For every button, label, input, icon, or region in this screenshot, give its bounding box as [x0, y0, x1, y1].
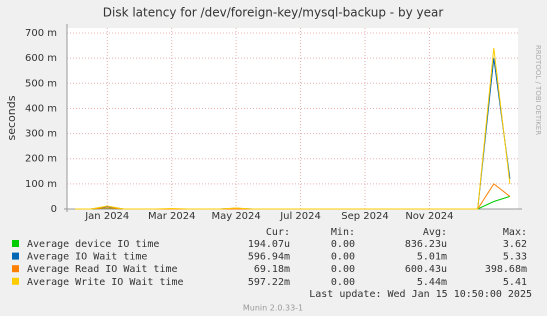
- legend-value: 0.00: [331, 239, 355, 250]
- legend-value: 0.00: [331, 252, 355, 263]
- legend-value: 0.00: [331, 264, 355, 275]
- legend-header: Min:: [331, 227, 355, 238]
- x-tick-label: Nov 2024: [405, 211, 453, 222]
- legend-swatch: [12, 277, 19, 285]
- legend-value: 5.41: [503, 277, 527, 288]
- legend-label: Average Read IO Wait time: [27, 264, 178, 275]
- legend-value: 0.00: [331, 277, 355, 288]
- legend-header: Max:: [503, 227, 527, 238]
- legend-value: 596.94m: [248, 252, 290, 263]
- y-tick-label: 0: [51, 204, 57, 215]
- chart-title: Disk latency for /dev/foreign-key/mysql-…: [103, 6, 444, 20]
- legend-value: 69.18m: [254, 264, 290, 275]
- x-tick-label: May 2024: [211, 211, 260, 222]
- legend-swatch: [12, 252, 19, 260]
- y-tick-label: 200 m: [25, 154, 57, 165]
- legend-value: 597.22m: [248, 277, 290, 288]
- legend-label: Average device IO time: [27, 239, 159, 250]
- x-tick-label: Jan 2024: [84, 211, 129, 222]
- legend-value: 3.62: [503, 239, 527, 250]
- y-tick-label: 300 m: [25, 129, 57, 140]
- y-tick-label: 700 m: [25, 28, 57, 39]
- series-line: [75, 48, 511, 210]
- x-tick-label: Jul 2024: [279, 211, 321, 222]
- legend-header: Cur:: [266, 227, 290, 238]
- legend-header: Avg:: [423, 227, 447, 238]
- side-text: RRDTOOL / TOBI OETIKER: [534, 45, 542, 135]
- y-tick-label: 400 m: [25, 103, 57, 114]
- legend-swatch: [12, 265, 19, 273]
- legend-value: 5.01m: [417, 252, 447, 263]
- legend-label: Average IO Wait time: [27, 252, 147, 263]
- plot-area: [67, 28, 518, 209]
- legend-value: 194.07u: [248, 239, 290, 250]
- legend-value: 5.33: [503, 252, 527, 263]
- legend-value: 5.44m: [417, 277, 447, 288]
- legend-value: 836.23u: [405, 239, 447, 250]
- last-update: Last update: Wed Jan 15 10:50:00 2025: [309, 289, 532, 300]
- y-axis-label: seconds: [5, 95, 18, 140]
- x-tick-label: Mar 2024: [148, 211, 196, 222]
- legend-swatch: [12, 240, 19, 247]
- footer: Munin 2.0.33-1: [243, 304, 303, 313]
- legend-value: 398.68m: [485, 264, 527, 275]
- legend-value: 600.43u: [405, 264, 447, 275]
- x-tick-label: Sep 2024: [341, 211, 388, 222]
- y-tick-label: 500 m: [25, 78, 57, 89]
- y-tick-label: 100 m: [25, 179, 57, 190]
- y-tick-label: 600 m: [25, 53, 57, 64]
- legend-label: Average Write IO Wait time: [27, 277, 184, 288]
